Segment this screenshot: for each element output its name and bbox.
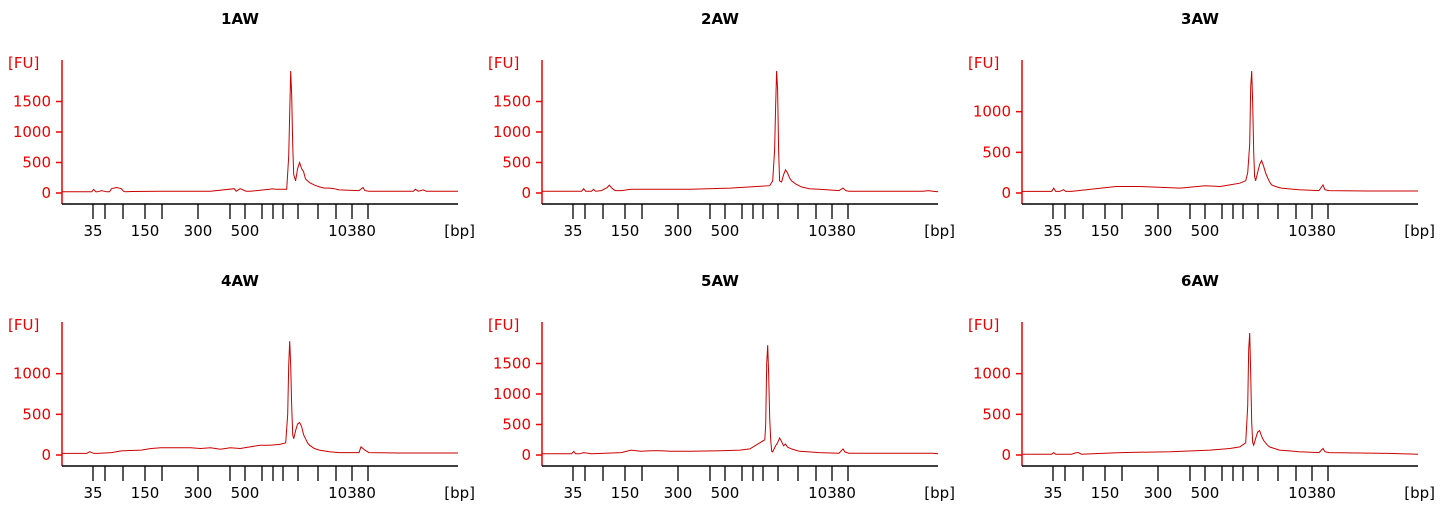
x-tick-label: 300 bbox=[1144, 222, 1173, 240]
x-tick-label: 35 bbox=[1043, 484, 1062, 502]
x-axis-label: [bp] bbox=[924, 222, 955, 240]
chart-svg: 6AW [FU] 0 500 1000 35 150 300 500 10380 [bp] bbox=[968, 272, 1435, 502]
chart-svg: 4AW [FU] 0 500 1000 35 150 300 500 10380 [bp] bbox=[8, 272, 475, 502]
chart-title: 3AW bbox=[1181, 10, 1219, 28]
y-tick-label: 1000 bbox=[973, 103, 1011, 121]
x-tick-label: 300 bbox=[1144, 484, 1173, 502]
x-tick-label: 10380 bbox=[1288, 222, 1336, 240]
y-tick-label: 1000 bbox=[493, 385, 531, 403]
fluorescence-trace bbox=[1022, 70, 1418, 192]
x-tick-label: 35 bbox=[83, 222, 102, 240]
chart-panel-6aw: 6AW [FU] 0 500 1000 35 150 300 500 10380 [bp] bbox=[960, 262, 1440, 512]
chart-panel-3aw: 3AW [FU] 0 500 1000 35 150 300 500 10380 [bp] bbox=[960, 0, 1440, 250]
chart-panel-1aw: 1AW [FU] 0 500 1000 1500 35 150 300 500 10380 [bp] bbox=[0, 0, 480, 250]
y-axis-label: [FU] bbox=[8, 54, 39, 72]
x-tick-label: 10380 bbox=[1288, 484, 1336, 502]
y-tick-label: 0 bbox=[1001, 184, 1011, 202]
y-tick-label: 500 bbox=[982, 405, 1011, 423]
x-tick-label: 500 bbox=[711, 484, 740, 502]
x-tick-label: 150 bbox=[611, 484, 640, 502]
chart-svg: 5AW [FU] 0 500 1000 1500 35 150 300 500 10380 [bp] bbox=[488, 272, 955, 502]
x-tick-label: 500 bbox=[711, 222, 740, 240]
x-tick-label: 300 bbox=[184, 484, 213, 502]
y-tick-label: 500 bbox=[22, 405, 51, 423]
fluorescence-trace bbox=[62, 70, 458, 193]
y-tick-label: 0 bbox=[521, 184, 531, 202]
x-tick-label: 500 bbox=[231, 484, 260, 502]
y-tick-label: 1000 bbox=[13, 365, 51, 383]
x-tick-label: 150 bbox=[131, 222, 160, 240]
y-tick-label: 1000 bbox=[973, 365, 1011, 383]
fluorescence-trace bbox=[542, 345, 939, 455]
x-tick-label: 500 bbox=[1191, 222, 1220, 240]
x-tick-label: 10380 bbox=[808, 484, 856, 502]
y-axis-label: [FU] bbox=[488, 54, 519, 72]
y-tick-label: 1000 bbox=[13, 123, 51, 141]
chart-panel-5aw: 5AW [FU] 0 500 1000 1500 35 150 300 500 10380 [bp] bbox=[480, 262, 960, 512]
y-tick-label: 1500 bbox=[493, 93, 531, 111]
chart-title: 1AW bbox=[221, 10, 259, 28]
x-axis-label: [bp] bbox=[924, 484, 955, 502]
chart-panel-2aw: 2AW [FU] 0 500 1000 1500 35 150 300 500 10380 [bp] bbox=[480, 0, 960, 250]
x-tick-label: 500 bbox=[1191, 484, 1220, 502]
chart-svg: 2AW [FU] 0 500 1000 1500 35 150 300 500 10380 [bp] bbox=[488, 10, 955, 240]
y-tick-label: 0 bbox=[41, 446, 51, 464]
y-axis-label: [FU] bbox=[968, 54, 999, 72]
x-tick-label: 35 bbox=[83, 484, 102, 502]
x-tick-label: 150 bbox=[1091, 484, 1120, 502]
x-tick-label: 150 bbox=[131, 484, 160, 502]
chart-title: 6AW bbox=[1181, 272, 1219, 290]
y-tick-label: 500 bbox=[982, 143, 1011, 161]
chart-svg: 1AW [FU] 0 500 1000 1500 35 150 300 500 10380 [bp] bbox=[8, 10, 475, 240]
y-tick-label: 0 bbox=[521, 446, 531, 464]
x-tick-label: 35 bbox=[563, 484, 582, 502]
y-tick-label: 1500 bbox=[13, 93, 51, 111]
x-tick-label: 300 bbox=[184, 222, 213, 240]
y-axis-label: [FU] bbox=[488, 316, 519, 334]
fluorescence-trace bbox=[542, 70, 939, 193]
y-tick-label: 500 bbox=[502, 154, 531, 172]
x-tick-label: 10380 bbox=[808, 222, 856, 240]
x-tick-label: 300 bbox=[664, 484, 693, 502]
chart-title: 2AW bbox=[701, 10, 739, 28]
y-tick-label: 0 bbox=[1001, 446, 1011, 464]
chart-title: 4AW bbox=[221, 272, 259, 290]
x-axis-label: [bp] bbox=[444, 484, 475, 502]
x-axis-label: [bp] bbox=[444, 222, 475, 240]
x-axis-label: [bp] bbox=[1404, 222, 1435, 240]
chart-title: 5AW bbox=[701, 272, 739, 290]
y-tick-label: 1000 bbox=[493, 123, 531, 141]
x-tick-label: 10380 bbox=[328, 222, 376, 240]
x-tick-label: 300 bbox=[664, 222, 693, 240]
y-tick-label: 0 bbox=[41, 184, 51, 202]
x-tick-label: 35 bbox=[1043, 222, 1062, 240]
chart-panel-4aw: 4AW [FU] 0 500 1000 35 150 300 500 10380 [bp] bbox=[0, 262, 480, 512]
x-tick-label: 150 bbox=[1091, 222, 1120, 240]
y-tick-label: 500 bbox=[22, 154, 51, 172]
x-tick-label: 500 bbox=[231, 222, 260, 240]
y-tick-label: 1500 bbox=[493, 355, 531, 373]
y-tick-label: 500 bbox=[502, 416, 531, 434]
x-axis-label: [bp] bbox=[1404, 484, 1435, 502]
y-axis-label: [FU] bbox=[968, 316, 999, 334]
y-axis-label: [FU] bbox=[8, 316, 39, 334]
x-tick-label: 150 bbox=[611, 222, 640, 240]
fluorescence-trace bbox=[62, 341, 458, 454]
x-tick-label: 10380 bbox=[328, 484, 376, 502]
chart-svg: 3AW [FU] 0 500 1000 35 150 300 500 10380 [bp] bbox=[968, 10, 1435, 240]
fluorescence-trace bbox=[1022, 332, 1419, 455]
x-tick-label: 35 bbox=[563, 222, 582, 240]
